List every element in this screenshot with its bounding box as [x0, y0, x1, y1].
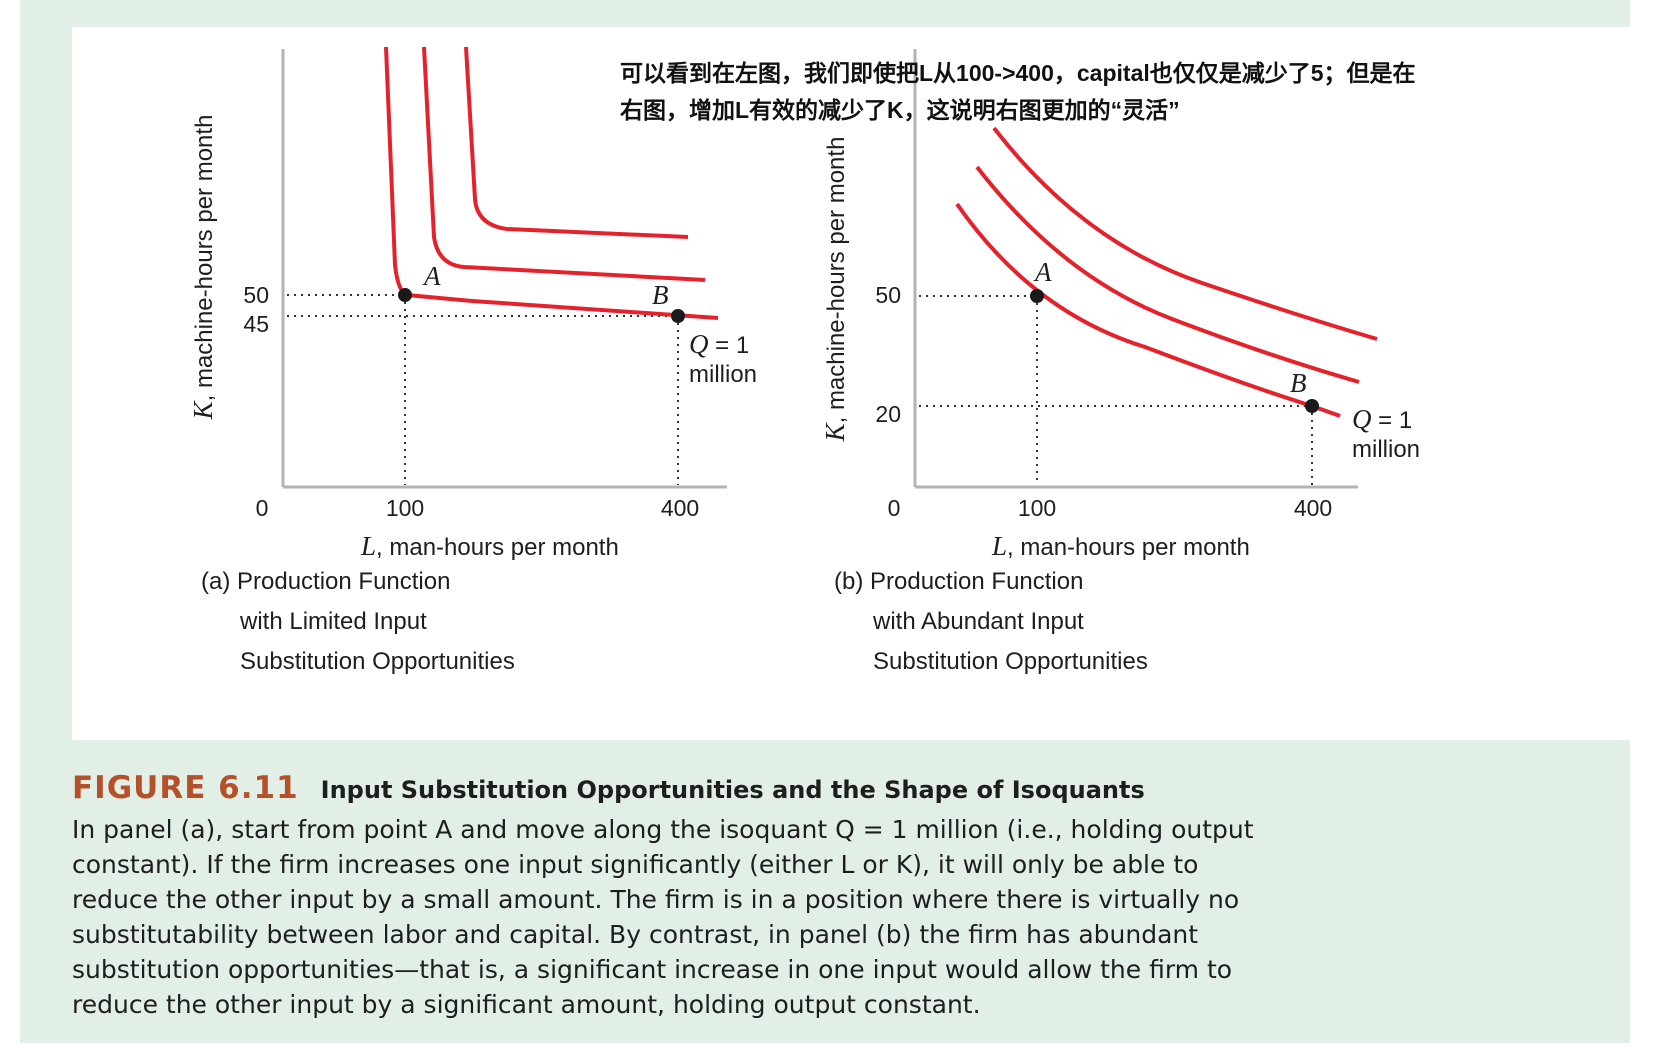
- panel-b-y-tick-50: 50: [875, 282, 901, 308]
- panel-b: A B 50 20 0 100 400 Q = 1 million L, man…: [820, 49, 1420, 675]
- panel-b-x-tick-100: 100: [1018, 495, 1056, 521]
- panel-b-y-tick-20: 20: [875, 401, 901, 427]
- panel-b-isoquant-3: [992, 126, 1378, 341]
- figure-title: Input Substitution Opportunities and the…: [320, 776, 1145, 804]
- panel-a: A B 50 45 0 100 400 Q = 1 million L, man…: [188, 46, 757, 675]
- panel-b-x-axis-label: L, man-hours per month: [991, 531, 1250, 561]
- panel-a-q-label: Q = 1: [689, 329, 749, 359]
- panel-a-guides: [287, 294, 679, 485]
- panel-a-point-a-label: A: [422, 261, 441, 291]
- panel-a-isoquant-label: Q = 1 million: [689, 329, 757, 388]
- panel-b-ticks: 50 20 0 100 400: [875, 282, 1332, 521]
- panel-a-point-b-label: B: [652, 280, 669, 310]
- panel-b-caption-line-2: with Abundant Input: [872, 608, 1084, 635]
- panel-b-q-million: million: [1352, 436, 1420, 463]
- panel-a-y-tick-45: 45: [243, 311, 269, 337]
- panel-b-guides: [919, 295, 1313, 485]
- panel-a-isoquant-2: [422, 46, 706, 282]
- panel-b-point-b: [1305, 399, 1319, 413]
- panel-b-x-tick-0: 0: [888, 495, 901, 521]
- figure-svg: A B 50 45 0 100 400 Q = 1 million L, man…: [188, 46, 1420, 675]
- figure-number: FIGURE 6.11: [72, 770, 299, 806]
- panel-a-x-tick-0: 0: [256, 495, 269, 521]
- panel-b-caption-line-1: (b) Production Function: [834, 568, 1083, 595]
- panel-a-caption-line-1: (a) Production Function: [201, 568, 450, 595]
- panel-a-axes: [281, 49, 727, 489]
- chinese-annotation-line-2: 右图，增加L有效的减少了K，这说明右图更加的“灵活”: [620, 97, 1180, 123]
- caption-heading: FIGURE 6.11 Input Substitution Opportunit…: [72, 770, 1572, 806]
- panel-b-isoquants: [955, 126, 1378, 418]
- panel-a-caption-line-2: with Limited Input: [239, 608, 427, 635]
- panel-a-y-tick-50: 50: [243, 282, 269, 308]
- panel-a-point-b: [671, 309, 685, 323]
- plot-area: A B 50 45 0 100 400 Q = 1 million L, man…: [72, 27, 1638, 740]
- panel-b-isoquant-2: [975, 165, 1360, 384]
- panel-b-caption: (b) Production Function with Abundant In…: [834, 568, 1148, 675]
- panel-b-caption-line-3: Substitution Opportunities: [873, 648, 1148, 675]
- panel-a-x-tick-400: 400: [661, 495, 699, 521]
- panel-a-isoquant-3: [464, 46, 689, 239]
- panel-b-point-a: [1030, 289, 1044, 303]
- chinese-annotation: 可以看到在左图，我们即使把L从100->400，capital也仅仅是减少了5；…: [620, 60, 1416, 123]
- panel-a-point-a: [398, 288, 412, 302]
- panel-a-caption-line-3: Substitution Opportunities: [240, 648, 515, 675]
- panel-b-x-tick-400: 400: [1294, 495, 1332, 521]
- panel-a-points: A B: [398, 261, 685, 323]
- panel-a-ticks: 50 45 0 100 400: [243, 282, 699, 521]
- panel-a-caption: (a) Production Function with Limited Inp…: [201, 568, 515, 675]
- chinese-annotation-line-1: 可以看到在左图，我们即使把L从100->400，capital也仅仅是减少了5；…: [620, 60, 1416, 86]
- caption-body: In panel (a), start from point A and mov…: [72, 815, 1254, 1019]
- panel-b-isoquant-1: [955, 202, 1341, 418]
- panel-b-point-a-label: A: [1033, 257, 1052, 287]
- figure-caption: FIGURE 6.11 Input Substitution Opportunit…: [72, 770, 1572, 1022]
- panel-a-q-million: million: [689, 361, 757, 388]
- panel-a-y-axis-label: K, machine-hours per month: [188, 115, 218, 421]
- panel-b-y-axis-label: K, machine-hours per month: [820, 137, 850, 443]
- panel-b-points: A B: [1030, 257, 1319, 413]
- panel-b-axes: [913, 49, 1358, 489]
- panel-b-q-label: Q = 1: [1352, 404, 1412, 434]
- panel-a-x-axis-label: L, man-hours per month: [360, 531, 619, 561]
- panel-b-isoquant-label: Q = 1 million: [1352, 404, 1420, 463]
- panel-b-point-b-label: B: [1290, 368, 1307, 398]
- figure-frame: A B 50 45 0 100 400 Q = 1 million L, man…: [20, 0, 1638, 1043]
- panel-a-x-tick-100: 100: [386, 495, 424, 521]
